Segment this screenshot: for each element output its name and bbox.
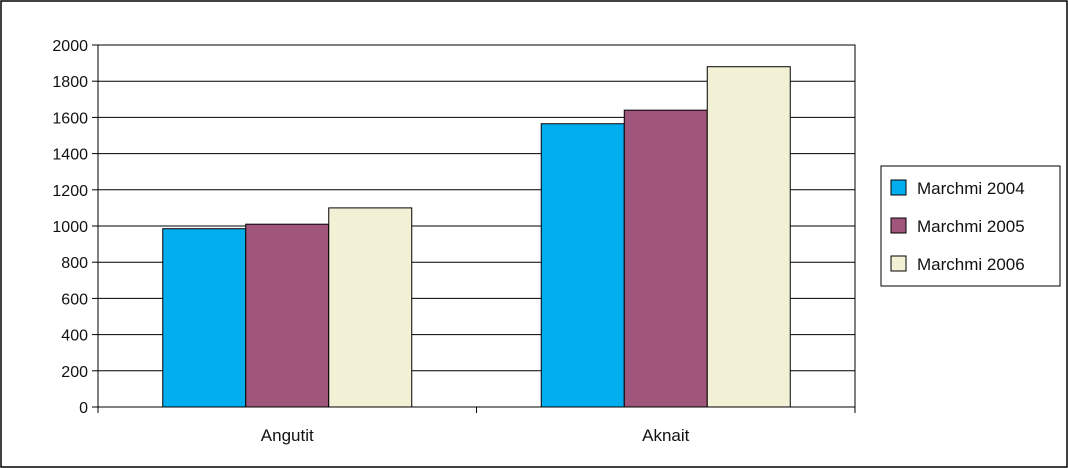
bar-aknait-marchmi-2006 xyxy=(706,66,791,408)
bar-aknait-marchmi-2004 xyxy=(540,123,625,408)
x-tick-label: Aknait xyxy=(642,426,690,445)
y-tick-label: 1400 xyxy=(52,147,88,164)
y-tick-label: 600 xyxy=(61,291,88,308)
legend-label: Marchmi 2006 xyxy=(917,255,1025,274)
y-tick-label: 0 xyxy=(79,400,88,417)
y-tick-label: 400 xyxy=(61,328,88,345)
bar-aknait-marchmi-2005 xyxy=(623,109,708,408)
bar-angutit-marchmi-2005 xyxy=(245,223,330,408)
axes xyxy=(92,44,856,413)
legend-label: Marchmi 2004 xyxy=(917,179,1025,198)
y-tick-label: 1600 xyxy=(52,110,88,127)
x-tick-label: Angutit xyxy=(261,426,314,445)
y-tick-label: 2000 xyxy=(52,38,88,55)
y-tick-label: 1000 xyxy=(52,219,88,236)
legend-box xyxy=(880,165,1061,287)
y-tick-label: 800 xyxy=(61,255,88,272)
bar-angutit-marchmi-2004 xyxy=(162,228,247,408)
legend-swatch xyxy=(890,217,907,234)
x-tick-labels: Angutit Aknait xyxy=(261,426,690,445)
y-tick-label: 200 xyxy=(61,364,88,381)
bar-angutit-marchmi-2006 xyxy=(328,207,413,408)
legend-label: Marchmi 2005 xyxy=(917,217,1025,236)
y-tick-label: 1200 xyxy=(52,183,88,200)
y-tick-label: 1800 xyxy=(52,74,88,91)
legend-swatch xyxy=(890,255,907,272)
legend: Marchmi 2004 Marchmi 2005 Marchmi 2006 xyxy=(880,165,1061,287)
legend-swatch xyxy=(890,179,907,196)
y-tick-labels: 0 200 400 600 800 1000 1200 1400 1600 1800 2000 xyxy=(52,38,88,417)
